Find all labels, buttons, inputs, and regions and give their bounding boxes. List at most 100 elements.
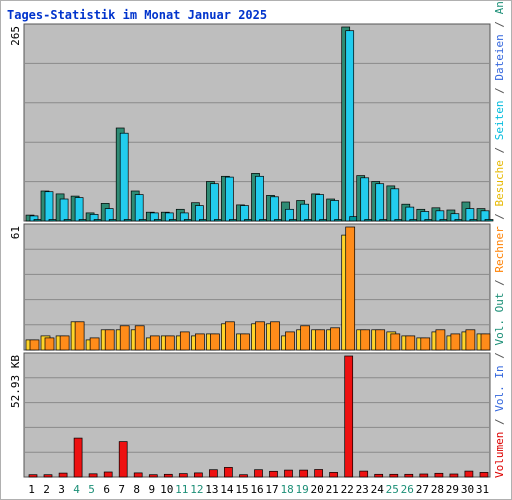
x-tick-label-day-14: 14 <box>220 483 234 496</box>
bar-rechner-day-8 <box>134 325 145 351</box>
bar-dateien-day-21 <box>330 200 339 222</box>
x-tick-label-day-6: 6 <box>103 483 110 496</box>
bar-volumen-day-23 <box>359 470 369 478</box>
x-tick-label-day-17: 17 <box>265 483 278 496</box>
bar-volumen-day-9 <box>148 474 158 478</box>
bar-rechner-day-28 <box>435 329 446 351</box>
x-tick-label-day-26: 26 <box>401 483 414 496</box>
bar-dateien-day-8 <box>134 194 144 222</box>
bar-volumen-day-27 <box>419 473 429 478</box>
panel-top-max-label: 265 <box>9 26 22 46</box>
x-tick-label-day-4: 4 <box>73 483 80 496</box>
bar-dateien-day-17 <box>270 196 279 222</box>
bar-dateien-day-20 <box>315 194 324 222</box>
bar-volumen-day-15 <box>239 474 248 478</box>
bar-dateien-day-7 <box>119 132 129 222</box>
x-tick-label-day-19: 19 <box>295 483 308 496</box>
bar-rechner-day-7 <box>119 325 130 351</box>
bar-volumen-day-13 <box>209 469 218 478</box>
x-tick-label-day-18: 18 <box>280 483 293 496</box>
bar-rechner-day-1 <box>29 339 40 351</box>
legend-entry: / <box>493 140 506 160</box>
bar-dateien-day-25 <box>390 188 400 222</box>
x-tick-label-day-21: 21 <box>326 483 339 496</box>
x-tick-label-day-30: 30 <box>461 483 474 496</box>
bar-volumen-day-16 <box>254 469 263 478</box>
bar-dateien-day-14 <box>225 176 234 222</box>
bar-dateien-day-16 <box>255 175 264 222</box>
bar-volumen-day-14 <box>224 467 233 478</box>
legend-entry: Volumen <box>493 432 506 478</box>
bar-dateien-day-23 <box>360 177 370 222</box>
bar-volumen-day-30 <box>464 470 474 478</box>
bar-rechner-day-19 <box>300 325 310 351</box>
legend-entry: Dateien <box>493 34 506 80</box>
bar-rechner-day-2 <box>44 337 55 351</box>
legend-entry: / <box>493 273 506 293</box>
bar-rechner-day-11 <box>179 331 190 351</box>
legend-entry: Anfragen <box>493 0 506 14</box>
bar-rechner-day-23 <box>360 329 371 351</box>
x-tick-label-day-12: 12 <box>190 483 203 496</box>
bar-volumen-day-25 <box>389 473 399 478</box>
bar-rechner-day-4 <box>74 321 85 351</box>
panel-bottom-plot-area <box>23 352 491 478</box>
bar-rechner-day-6 <box>104 329 115 351</box>
bar-volumen-day-4 <box>73 437 83 478</box>
legend-entry: / <box>493 14 506 34</box>
bar-dateien-day-30 <box>465 208 475 222</box>
bar-dateien-day-3 <box>59 198 69 222</box>
chart-title: Tages-Statistik im Monat Januar 2025 <box>7 8 267 22</box>
bar-volumen-day-6 <box>103 471 113 478</box>
right-legend: Volumen / Vol. In / Vol. Out / Rechner /… <box>493 0 506 478</box>
bar-volumen-day-18 <box>284 469 293 478</box>
x-tick-label-day-3: 3 <box>58 483 65 496</box>
x-tick-label-day-1: 1 <box>28 483 35 496</box>
bar-volumen-day-3 <box>58 472 68 478</box>
bar-volumen-day-22 <box>344 355 354 478</box>
bar-rechner-day-24 <box>375 329 386 351</box>
bar-volumen-day-17 <box>269 470 278 478</box>
x-tick-label-day-7: 7 <box>118 483 125 496</box>
bar-dateien-day-26 <box>405 206 415 222</box>
x-tick-label-day-28: 28 <box>431 483 444 496</box>
bar-rechner-day-5 <box>89 337 100 351</box>
bar-volumen-day-31 <box>479 472 489 478</box>
bar-dateien-day-24 <box>375 183 385 222</box>
panel-top: 265 <box>9 23 494 222</box>
bar-dateien-day-6 <box>104 208 114 222</box>
bar-volumen-day-1 <box>28 474 38 478</box>
bar-rechner-day-13 <box>210 333 220 351</box>
x-tick-label-day-23: 23 <box>356 483 369 496</box>
bar-rechner-day-14 <box>225 321 235 351</box>
legend-entry: / <box>493 346 506 366</box>
legend-entry: Vol. In <box>493 365 506 411</box>
bar-volumen-day-28 <box>434 472 444 478</box>
x-tick-label-day-8: 8 <box>133 483 140 496</box>
bar-rechner-day-22 <box>345 226 356 351</box>
legend-entry: / <box>493 206 506 226</box>
bar-volumen-day-10 <box>163 473 173 478</box>
x-axis-day-labels: 1 2 3 4 5 6 7 8 9 10 11 12 13 14 15 16 17 18 19 20 21 22 23 24 2… <box>28 483 489 496</box>
bar-rechner-day-18 <box>285 331 295 351</box>
x-tick-label-day-10: 10 <box>160 483 173 496</box>
x-tick-label-day-2: 2 <box>43 483 50 496</box>
bar-rechner-day-25 <box>390 333 401 351</box>
bar-rechner-day-9 <box>149 335 160 351</box>
bar-seiten-day-31 <box>484 219 494 222</box>
x-tick-label-day-27: 27 <box>416 483 429 496</box>
bar-volumen-day-5 <box>88 473 98 478</box>
bar-dateien-day-2 <box>44 191 54 222</box>
bar-volumen-day-11 <box>178 473 188 478</box>
bar-dateien-day-15 <box>240 205 249 222</box>
bar-volumen-day-24 <box>374 473 384 478</box>
bar-rechner-day-31 <box>480 333 491 351</box>
bar-dateien-day-13 <box>210 183 219 222</box>
bar-rechner-day-10 <box>164 335 175 351</box>
x-tick-label-day-9: 9 <box>148 483 155 496</box>
bar-rechner-day-30 <box>465 329 476 351</box>
bar-rechner-day-20 <box>315 329 325 351</box>
bar-rechner-day-26 <box>405 335 416 351</box>
bar-volumen-day-12 <box>194 472 203 478</box>
